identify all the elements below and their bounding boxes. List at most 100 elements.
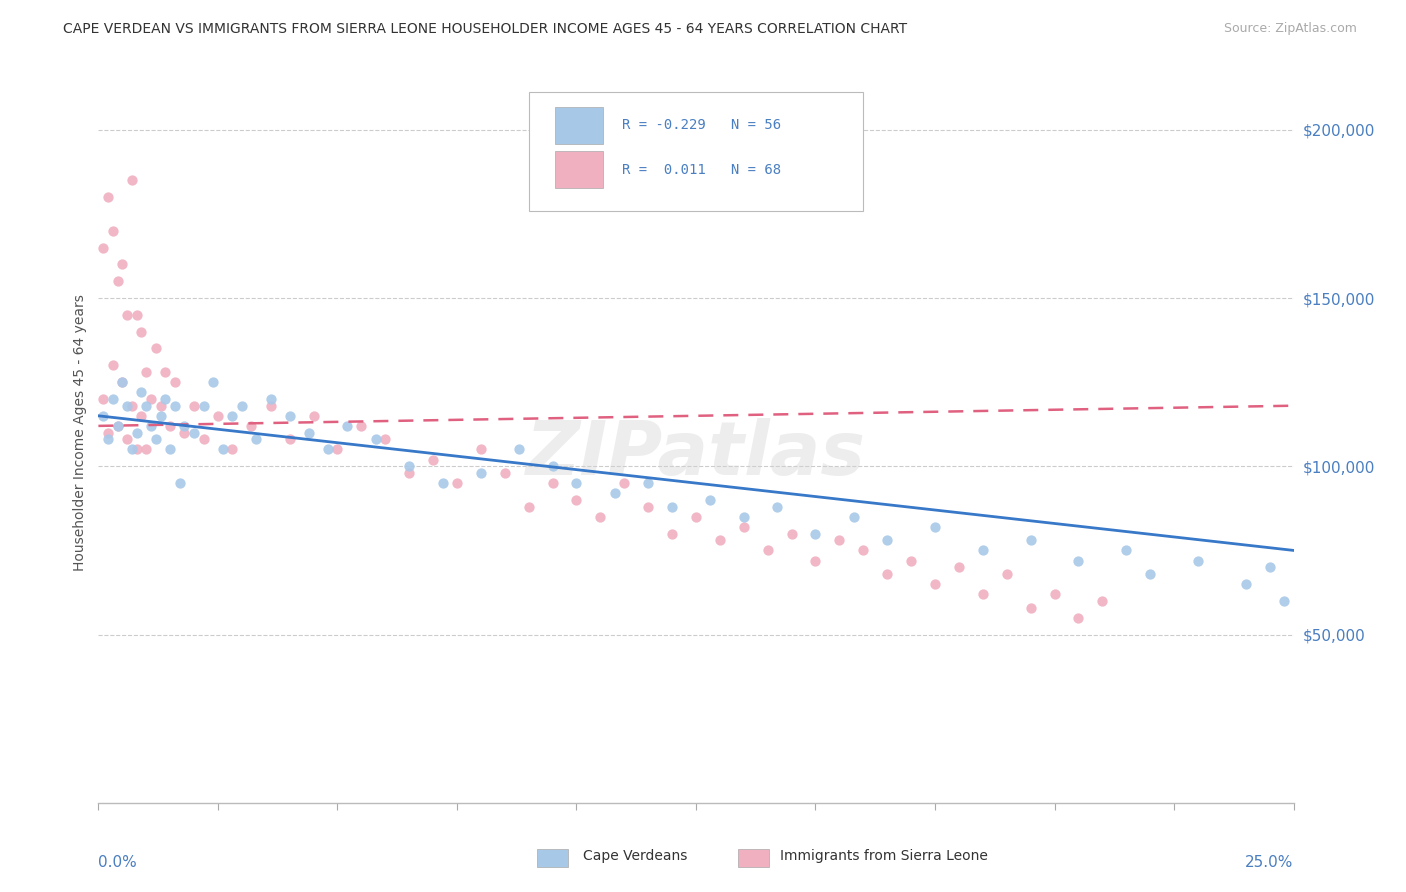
Point bbox=[350, 418, 373, 433]
Point bbox=[470, 466, 492, 480]
Point bbox=[115, 399, 138, 413]
Point bbox=[183, 425, 205, 440]
Point bbox=[125, 308, 148, 322]
Point bbox=[278, 409, 301, 423]
Point bbox=[446, 476, 468, 491]
Point bbox=[278, 433, 301, 447]
Point bbox=[145, 342, 167, 356]
Point bbox=[876, 533, 898, 548]
Point bbox=[685, 509, 707, 524]
Point bbox=[565, 492, 588, 507]
Point bbox=[1258, 560, 1281, 574]
Point bbox=[1043, 587, 1066, 601]
Point bbox=[101, 359, 124, 373]
Point bbox=[125, 425, 148, 440]
Point bbox=[1067, 553, 1090, 567]
Point bbox=[231, 399, 253, 413]
Point bbox=[202, 375, 225, 389]
Point bbox=[661, 526, 683, 541]
Point bbox=[91, 392, 114, 406]
Point bbox=[948, 560, 970, 574]
Point bbox=[1187, 553, 1209, 567]
Y-axis label: Householder Income Ages 45 - 64 years: Householder Income Ages 45 - 64 years bbox=[73, 294, 87, 571]
Point bbox=[131, 325, 153, 339]
Point bbox=[173, 425, 195, 440]
Point bbox=[111, 375, 134, 389]
Text: Source: ZipAtlas.com: Source: ZipAtlas.com bbox=[1223, 22, 1357, 36]
Point bbox=[101, 224, 124, 238]
Point bbox=[149, 399, 172, 413]
Point bbox=[494, 466, 516, 480]
Point bbox=[1091, 594, 1114, 608]
Point bbox=[316, 442, 339, 457]
Point bbox=[995, 566, 1018, 581]
Text: Immigrants from Sierra Leone: Immigrants from Sierra Leone bbox=[780, 849, 988, 863]
Point bbox=[298, 425, 321, 440]
Point bbox=[121, 173, 143, 187]
Point bbox=[589, 509, 612, 524]
Point bbox=[780, 526, 803, 541]
Point bbox=[159, 442, 181, 457]
Point bbox=[470, 442, 492, 457]
Point bbox=[1234, 577, 1257, 591]
Point bbox=[131, 409, 153, 423]
Point bbox=[374, 433, 396, 447]
Text: 0.0%: 0.0% bbox=[98, 855, 138, 870]
Point bbox=[163, 399, 186, 413]
Point bbox=[756, 543, 779, 558]
Point bbox=[155, 392, 177, 406]
Point bbox=[173, 418, 195, 433]
Point bbox=[422, 452, 444, 467]
Point bbox=[121, 442, 143, 457]
Point bbox=[91, 409, 114, 423]
Point bbox=[1115, 543, 1137, 558]
Point bbox=[97, 190, 120, 204]
Point bbox=[193, 399, 215, 413]
Point bbox=[541, 476, 564, 491]
Point bbox=[804, 553, 827, 567]
Point bbox=[924, 520, 946, 534]
Point bbox=[163, 375, 186, 389]
Text: ZIPatlas: ZIPatlas bbox=[526, 418, 866, 491]
Text: Cape Verdeans: Cape Verdeans bbox=[583, 849, 688, 863]
FancyBboxPatch shape bbox=[555, 152, 603, 188]
Point bbox=[1139, 566, 1161, 581]
Point bbox=[221, 409, 243, 423]
Point bbox=[517, 500, 540, 514]
Point bbox=[259, 392, 281, 406]
Text: R =  0.011   N = 68: R = 0.011 N = 68 bbox=[621, 163, 780, 177]
Point bbox=[852, 543, 875, 558]
Point bbox=[211, 442, 233, 457]
Point bbox=[135, 399, 157, 413]
Point bbox=[766, 500, 789, 514]
Point bbox=[613, 476, 636, 491]
Point bbox=[661, 500, 683, 514]
Point bbox=[169, 476, 191, 491]
Point bbox=[541, 459, 564, 474]
Point bbox=[97, 433, 120, 447]
Point bbox=[107, 274, 129, 288]
Point bbox=[135, 365, 157, 379]
Point bbox=[111, 257, 134, 271]
Point bbox=[207, 409, 229, 423]
Point bbox=[91, 240, 114, 255]
Point bbox=[842, 509, 865, 524]
Point bbox=[432, 476, 454, 491]
Point bbox=[121, 399, 143, 413]
Point bbox=[245, 433, 267, 447]
Point bbox=[125, 442, 148, 457]
Point bbox=[603, 486, 626, 500]
Point bbox=[637, 500, 659, 514]
Point bbox=[159, 418, 181, 433]
Point bbox=[804, 526, 827, 541]
Point bbox=[733, 509, 755, 524]
Point bbox=[398, 466, 420, 480]
Point bbox=[709, 533, 731, 548]
Point bbox=[149, 409, 172, 423]
Point bbox=[828, 533, 851, 548]
Point bbox=[107, 418, 129, 433]
Point bbox=[107, 418, 129, 433]
Point bbox=[1272, 594, 1295, 608]
Point bbox=[900, 553, 922, 567]
Point bbox=[115, 308, 138, 322]
